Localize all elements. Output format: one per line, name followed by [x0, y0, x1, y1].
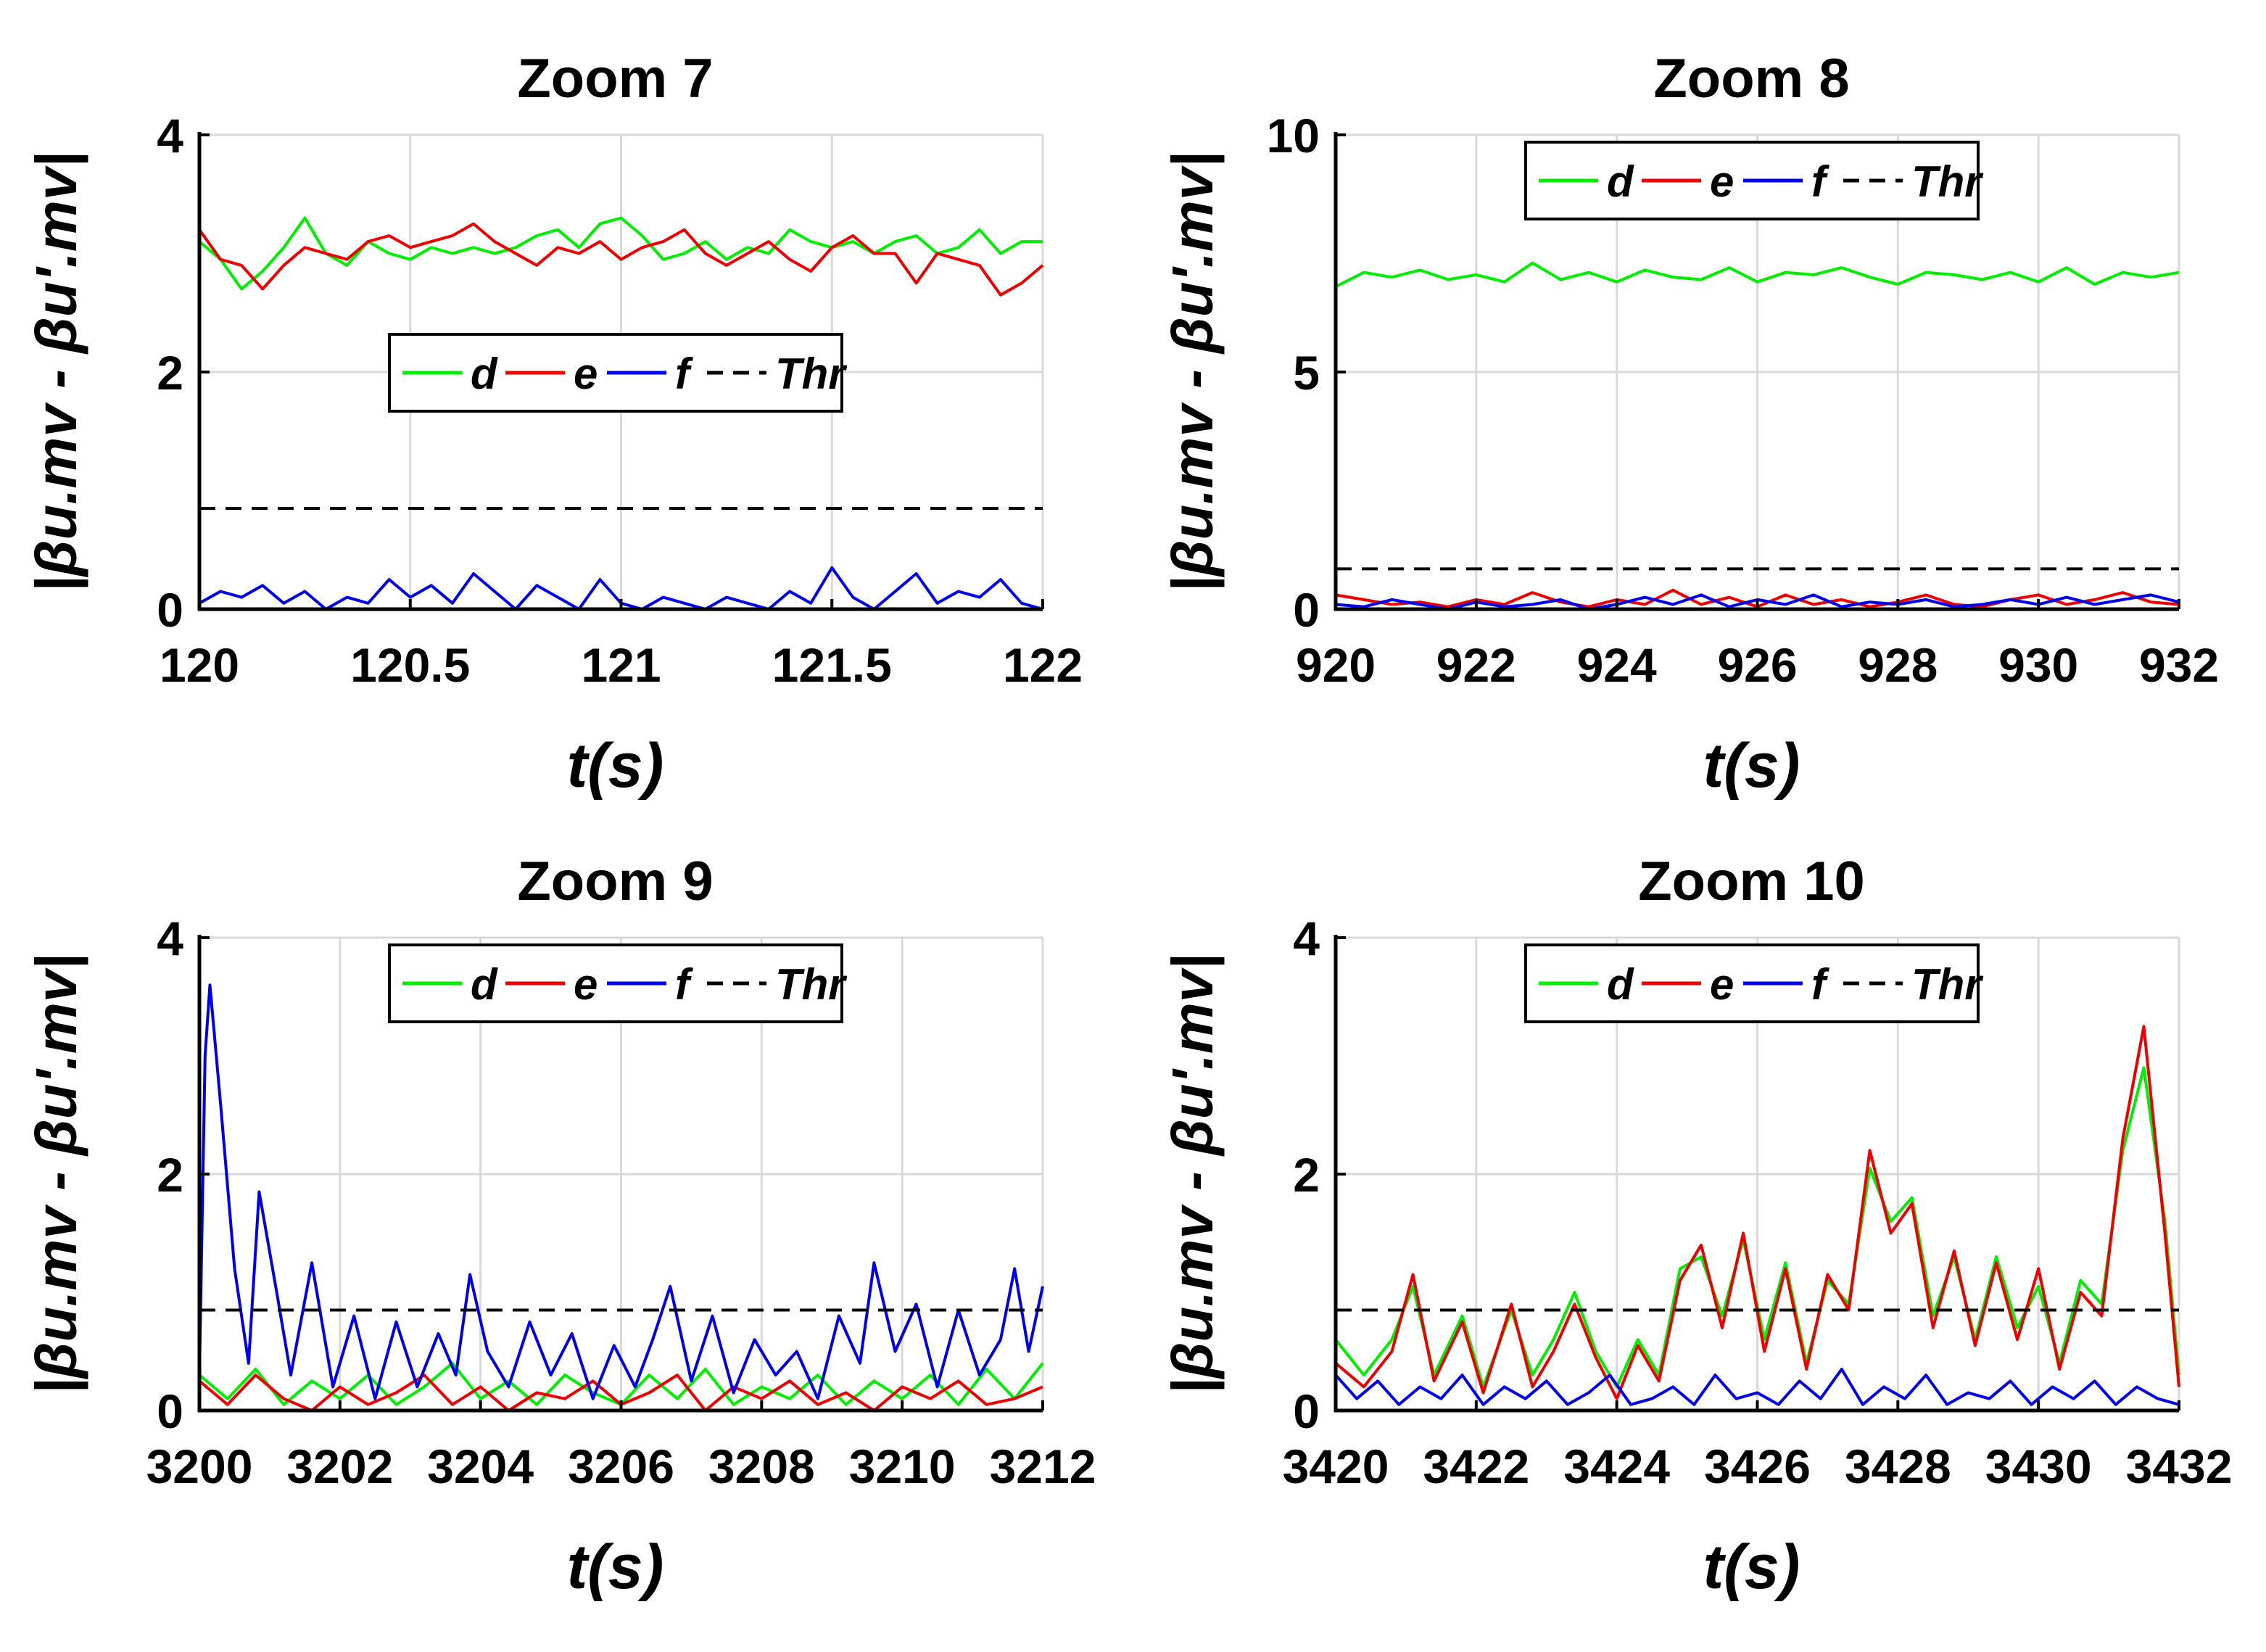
x-tick-label: 928: [1858, 638, 1938, 692]
y-tick-label: 4: [157, 109, 183, 162]
y-tick-label: 2: [157, 346, 183, 400]
series-f-line: [198, 983, 1044, 1400]
y-tick-label: 4: [157, 912, 183, 965]
legend-label-d: d: [471, 960, 498, 1009]
legend-label-d: d: [471, 350, 498, 398]
legend: d e f Thr: [1524, 141, 1984, 220]
x-axis-label: t(s): [1703, 1532, 1800, 1602]
x-tick-label: 3206: [568, 1440, 674, 1493]
legend-label-thr: Thr: [1911, 157, 1984, 206]
y-tick-label: 2: [157, 1148, 183, 1202]
series-e-line: [1334, 1025, 2180, 1400]
legend-label-d: d: [1607, 157, 1634, 206]
panel-4: 3420 3422 3424 3426 3428 3430 3432 0 2 4 Zoom 10 t(…: [1160, 851, 2232, 1602]
chart-title: Zoom 9: [517, 851, 713, 912]
panel-3: 3200 3202 3204 3206 3208 3210 3212 0 2 4 Zoom 9 t(s…: [24, 851, 1096, 1602]
chart-title: Zoom 7: [517, 48, 713, 110]
x-tick-label: 922: [1436, 638, 1516, 692]
x-tick-label: 924: [1577, 638, 1657, 692]
y-tick-label: 0: [1293, 583, 1320, 637]
x-tick-label: 930: [1998, 638, 2078, 692]
x-tick-label: 3430: [1985, 1440, 2092, 1493]
legend: d e f Thr: [1524, 943, 1984, 1023]
x-tick-label: 3210: [849, 1440, 956, 1493]
panel-2: 920 922 924 926 928 930 932 0 5 10 Zoom 8 t(s) |βu.m…: [1160, 48, 2219, 801]
x-axis-label: t(s): [1703, 731, 1800, 801]
y-tick-label: 2: [1293, 1148, 1320, 1202]
x-axis-label: t(s): [567, 731, 664, 801]
x-tick-label: 122: [1003, 638, 1083, 692]
y-tick-label: 0: [157, 583, 183, 637]
series-d-line: [198, 216, 1043, 291]
x-tick-label: 3422: [1423, 1440, 1529, 1493]
chart-title: Zoom 10: [1638, 851, 1865, 912]
legend-label-thr: Thr: [775, 350, 848, 398]
x-tick-label: 120: [160, 638, 239, 692]
x-tick-label: 3420: [1283, 1440, 1389, 1493]
y-axis-label: |βu.mv - βu'.mv|: [1160, 152, 1225, 592]
x-tick-label: 3426: [1704, 1440, 1811, 1493]
y-tick-label: 10: [1267, 109, 1320, 162]
x-tick-label: 3204: [427, 1440, 534, 1493]
y-tick-label: 0: [1293, 1384, 1320, 1438]
x-tick-label: 3200: [146, 1440, 253, 1493]
legend: d e f Thr: [388, 333, 848, 413]
x-axis-label: t(s): [567, 1532, 664, 1602]
y-axis-label: |βu.mv - βu'.mv|: [24, 954, 88, 1395]
x-tick-label: 3432: [2126, 1440, 2233, 1493]
x-tick-label: 926: [1717, 638, 1797, 692]
x-tick-label: 3208: [708, 1440, 815, 1493]
x-tick-label: 3212: [990, 1440, 1096, 1493]
legend-label-thr: Thr: [1911, 960, 1984, 1009]
series-d-line: [1335, 261, 2180, 289]
legend-label-e: e: [1710, 960, 1734, 1009]
y-axis-label: |βu.mv - βu'.mv|: [1160, 954, 1225, 1395]
x-tick-label: 920: [1296, 638, 1376, 692]
chart-title: Zoom 8: [1653, 48, 1849, 110]
x-tick-label: 3424: [1563, 1440, 1670, 1493]
x-tick-label: 932: [2139, 638, 2219, 692]
y-tick-label: 0: [157, 1384, 183, 1438]
series-e-line: [198, 222, 1044, 297]
y-tick-label: 4: [1293, 912, 1320, 965]
legend-label-e: e: [574, 960, 597, 1009]
x-tick-label: 3202: [286, 1440, 393, 1493]
x-tick-label: 121: [581, 638, 661, 692]
x-tick-label: 121.5: [772, 638, 892, 692]
y-tick-label: 5: [1293, 346, 1320, 400]
panel-1: 120 120.5 121 121.5 122 0 2 4 Zoom 7 t(s) |βu.mv -…: [24, 48, 1083, 801]
x-tick-label: 3428: [1845, 1440, 1951, 1493]
legend-label-e: e: [574, 350, 597, 398]
legend-label-e: e: [1710, 157, 1734, 206]
legend: d e f Thr: [388, 943, 848, 1023]
x-tick-label: 120.5: [350, 638, 470, 692]
legend-label-thr: Thr: [775, 960, 848, 1009]
legend-label-d: d: [1607, 960, 1634, 1009]
y-axis-label: |βu.mv - βu'.mv|: [24, 152, 88, 592]
series-f-line: [1334, 1368, 2180, 1406]
